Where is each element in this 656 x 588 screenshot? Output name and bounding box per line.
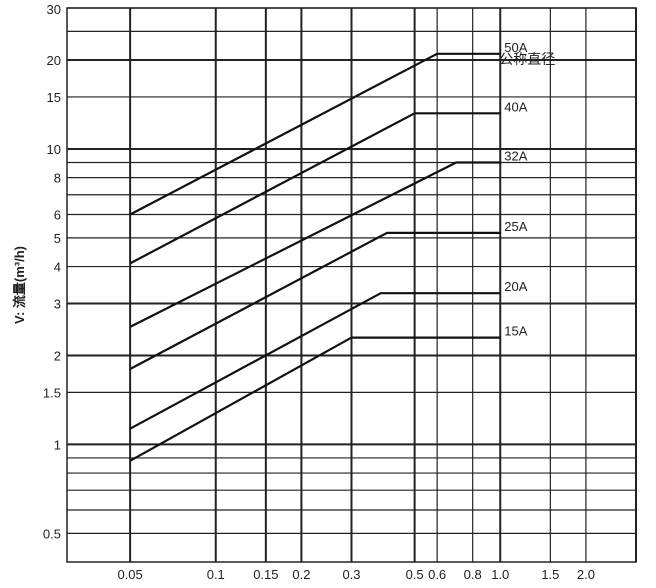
- y-tick-label: 3: [54, 296, 61, 311]
- legend-title: 公称直径: [499, 51, 555, 67]
- x-tick-label: 1.5: [541, 567, 559, 582]
- series-line-25A: [129, 231, 501, 370]
- series-label-25A: 25A: [504, 219, 527, 234]
- y-tick-label: 0.5: [43, 526, 61, 541]
- series-label-15A: 15A: [504, 324, 527, 339]
- series-lines: [129, 52, 501, 462]
- series-line-50A: [129, 52, 501, 216]
- plot-frame: [66, 7, 637, 563]
- series-line-20A: [129, 292, 501, 430]
- y-axis-ticks: 0.5 1 1.5 2 3 4 5 6 8 10 15 20 30: [43, 2, 61, 541]
- y-tick-label: 4: [54, 260, 61, 275]
- series-line-15A: [129, 336, 501, 462]
- y-tick-label: 10: [47, 142, 61, 157]
- x-tick-label: 1.0: [491, 567, 509, 582]
- y-tick-label: 6: [54, 208, 61, 223]
- x-tick-label: 0.5: [406, 567, 424, 582]
- series-label-32A: 32A: [504, 148, 527, 163]
- y-tick-label: 20: [47, 53, 61, 68]
- grid: [67, 7, 637, 562]
- x-tick-label: 0.3: [342, 567, 360, 582]
- x-tick-label: 0.1: [207, 567, 225, 582]
- y-tick-label: 1: [54, 437, 61, 452]
- series-label-20A: 20A: [504, 279, 527, 294]
- series-label-50A: 50A: [504, 40, 527, 55]
- y-tick-label: 2: [54, 348, 61, 363]
- x-tick-label: 0.8: [464, 567, 482, 582]
- y-tick-label: 30: [47, 2, 61, 17]
- x-tick-label: 2.0: [577, 567, 595, 582]
- y-tick-label: 5: [54, 231, 61, 246]
- y-tick-label: 15: [47, 90, 61, 105]
- x-axis-ticks: 0.05 0.1 0.15 0.2 0.3 0.5 0.6 0.8 1.0 1.5 2.0: [117, 567, 594, 582]
- x-tick-label: 0.6: [428, 567, 446, 582]
- series-line-40A: [129, 112, 501, 265]
- series-labels: 50A 40A 32A 25A 20A 15A: [504, 40, 527, 339]
- y-tick-label: 8: [54, 171, 61, 186]
- y-tick-label: 1.5: [43, 385, 61, 400]
- series-label-40A: 40A: [504, 99, 527, 114]
- x-tick-label: 0.2: [292, 567, 310, 582]
- x-tick-label: 0.15: [253, 567, 278, 582]
- x-tick-label: 0.05: [117, 567, 142, 582]
- y-axis-label: V: 流量(m³/h): [12, 246, 27, 324]
- series-line-32A: [129, 161, 501, 328]
